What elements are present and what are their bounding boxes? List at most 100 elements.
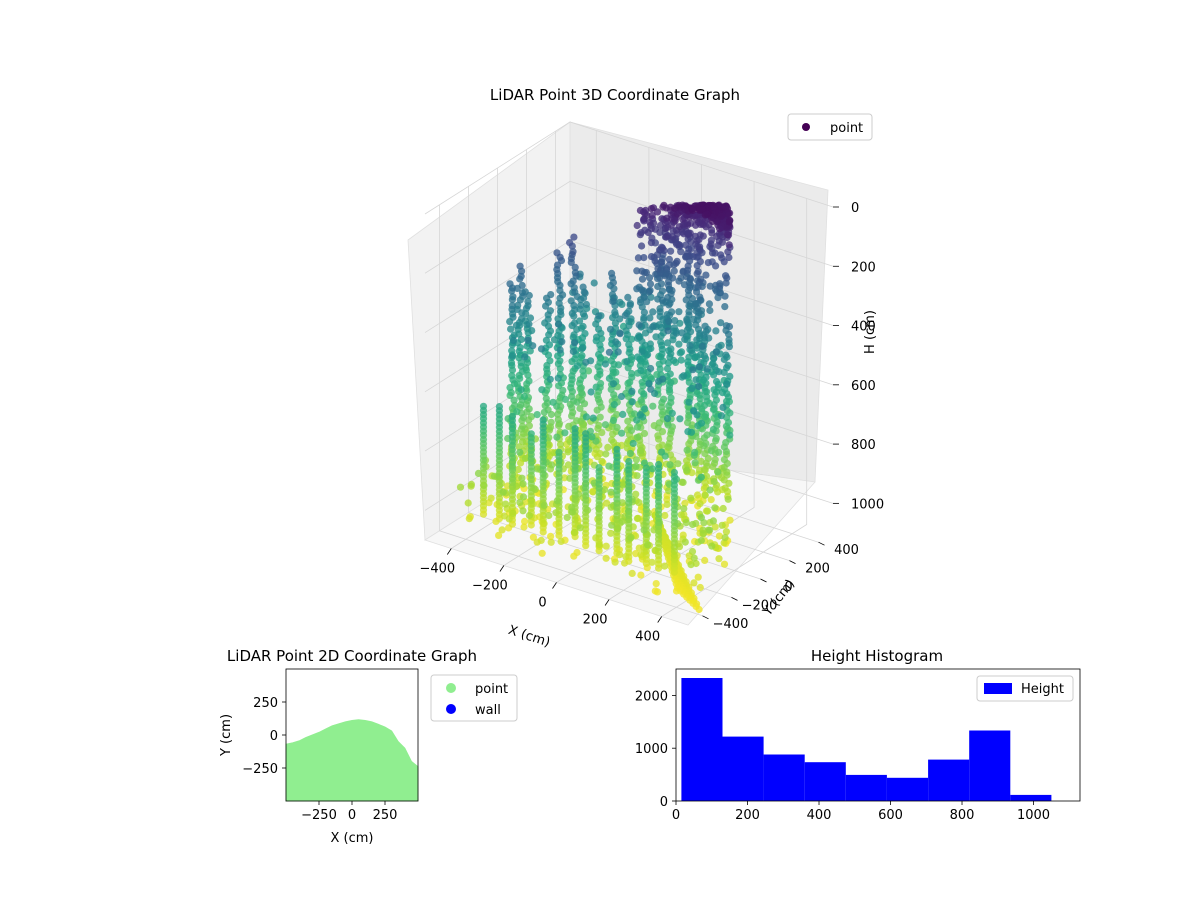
point-3d: [709, 405, 718, 413]
point-3d: [702, 459, 710, 467]
point-3d: [567, 297, 575, 305]
point-3d: [696, 500, 704, 508]
point-3d: [637, 571, 645, 579]
y-axis-label-2d: Y (cm): [219, 714, 234, 757]
point-3d: [600, 486, 609, 494]
point-3d: [693, 491, 702, 499]
point-3d: [677, 356, 685, 364]
point-3d: [547, 532, 555, 541]
point-3d: [569, 277, 577, 285]
point-3d: [651, 546, 659, 555]
point-3d: [665, 487, 673, 495]
point-3d: [518, 289, 527, 297]
point-3d: [564, 461, 572, 469]
point-3d: [693, 288, 701, 296]
point-3d: [553, 497, 561, 505]
point-3d: [570, 233, 578, 241]
point-3d: [502, 500, 510, 508]
point-3d: [718, 238, 727, 246]
y-tick-label-histogram: 1000: [635, 742, 668, 757]
point-3d: [612, 338, 620, 346]
point-3d: [582, 358, 590, 366]
point-3d: [633, 423, 642, 431]
point-3d: [632, 462, 640, 470]
point-3d: [608, 436, 616, 444]
point-3d: [588, 433, 596, 441]
point-3d: [525, 320, 533, 328]
point-3d: [571, 263, 579, 271]
point-3d: [691, 448, 699, 456]
point-3d: [509, 509, 517, 517]
point-3d: [694, 573, 702, 581]
point-3d: [567, 380, 575, 388]
point-3d: [695, 605, 703, 614]
point-3d: [603, 499, 611, 507]
point-3d: [601, 360, 610, 368]
point-3d: [638, 348, 646, 356]
histogram-bar: [1010, 794, 1052, 801]
point-3d: [515, 371, 523, 380]
point-3d: [680, 372, 688, 380]
point-3d: [621, 559, 629, 567]
point-3d: [664, 339, 672, 347]
point-3d: [676, 415, 684, 423]
point-3d: [706, 282, 714, 290]
point-3d: [633, 221, 641, 230]
point-3d: [701, 491, 709, 499]
point-3d: [609, 365, 617, 373]
point-3d: [707, 240, 715, 248]
point-3d: [592, 445, 600, 453]
point-3d: [715, 532, 724, 540]
y-tick-label-3d: 400: [834, 543, 859, 558]
point-3d: [706, 306, 714, 315]
points-3d: [456, 201, 734, 614]
point-3d: [554, 416, 562, 424]
point-3d: [673, 210, 682, 218]
point-3d: [676, 203, 684, 211]
point-3d: [700, 466, 708, 474]
point-3d: [701, 450, 709, 458]
point-3d: [520, 523, 528, 531]
point-3d: [667, 379, 675, 387]
ticks-2d: −250 0 250 250 0 −250: [242, 696, 397, 823]
point-3d: [525, 511, 534, 520]
point-3d: [648, 211, 656, 219]
point-3d: [684, 358, 692, 366]
y-tick-label-3d: 200: [805, 562, 830, 577]
point-3d: [521, 353, 529, 361]
histogram-bars: [681, 678, 1052, 801]
point-3d: [545, 511, 553, 520]
point-3d: [632, 456, 641, 464]
point-3d: [698, 405, 706, 413]
point-3d: [648, 558, 656, 566]
point-3d: [655, 564, 663, 572]
point-3d: [545, 434, 553, 442]
z-tick-label-3d: 200: [851, 260, 876, 275]
point-3d: [507, 325, 515, 333]
point-3d: [660, 395, 668, 403]
point-3d: [598, 457, 606, 465]
point-3d: [552, 509, 560, 517]
point-3d: [521, 517, 529, 526]
point-3d: [693, 304, 702, 313]
legend-3d-marker: [802, 123, 810, 131]
point-3d: [695, 206, 704, 214]
point-3d: [633, 267, 641, 275]
point-3d: [718, 521, 726, 529]
point-3d: [652, 333, 660, 341]
point-3d: [680, 505, 688, 513]
point-3d: [617, 392, 626, 401]
x-tick-3d: [657, 616, 663, 623]
point-3d: [723, 380, 731, 388]
point-3d: [519, 493, 528, 501]
z-tick-label-3d: 0: [851, 201, 859, 216]
point-3d: [664, 327, 672, 335]
point-3d: [710, 478, 718, 486]
point-3d: [662, 233, 671, 241]
point-3d: [666, 299, 674, 307]
point-3d: [609, 380, 618, 388]
point-3d: [725, 253, 733, 262]
point-3d: [610, 401, 618, 409]
point-3d: [628, 569, 636, 578]
point-3d: [659, 375, 667, 383]
